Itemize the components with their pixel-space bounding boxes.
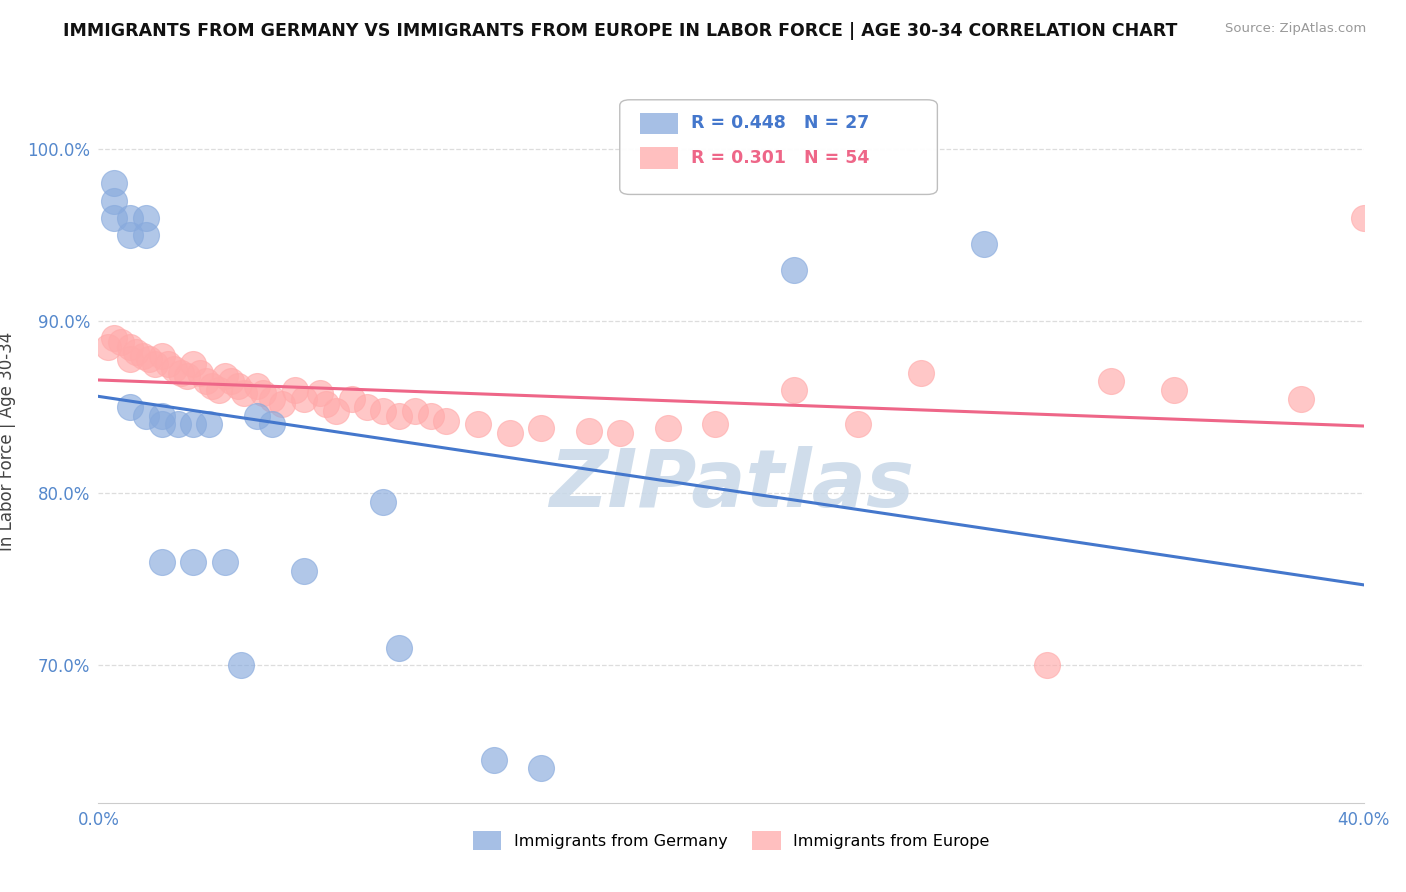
Point <box>371 495 394 509</box>
Point <box>1353 211 1375 225</box>
Point <box>467 417 489 432</box>
Bar <box>640 112 678 135</box>
Y-axis label: In Labor Force | Age 30-34: In Labor Force | Age 30-34 <box>0 332 15 551</box>
Point <box>315 397 337 411</box>
Bar <box>640 147 678 169</box>
Point <box>246 409 269 423</box>
Point <box>704 417 727 432</box>
Point <box>103 211 125 225</box>
Point <box>166 417 188 432</box>
Point <box>1036 658 1059 673</box>
Point <box>150 349 173 363</box>
Point <box>103 194 125 208</box>
Point <box>103 177 125 191</box>
Point <box>578 424 600 438</box>
Point <box>284 383 307 397</box>
FancyBboxPatch shape <box>620 100 938 194</box>
Text: R = 0.448   N = 27: R = 0.448 N = 27 <box>690 114 869 132</box>
Point <box>657 421 679 435</box>
Point <box>1289 392 1312 406</box>
Point <box>150 417 173 432</box>
Text: ZIPatlas: ZIPatlas <box>548 446 914 524</box>
Text: Source: ZipAtlas.com: Source: ZipAtlas.com <box>1226 22 1367 36</box>
Point <box>103 331 125 345</box>
Point <box>214 555 236 569</box>
Point <box>262 392 284 406</box>
Point <box>120 351 141 366</box>
Point <box>1163 383 1185 397</box>
Point <box>371 403 394 417</box>
Point <box>973 236 995 251</box>
Point <box>132 349 155 363</box>
Point <box>219 375 243 389</box>
Point <box>910 366 932 380</box>
Point <box>530 421 553 435</box>
Point <box>292 392 315 406</box>
Point <box>188 366 211 380</box>
Point <box>482 753 505 767</box>
Point <box>846 417 869 432</box>
Point <box>157 357 180 371</box>
Point <box>120 228 141 243</box>
Point <box>340 392 363 406</box>
Point <box>135 409 157 423</box>
Point <box>783 383 806 397</box>
Point <box>169 366 191 380</box>
Point <box>183 357 205 371</box>
Point <box>1099 375 1122 389</box>
Point <box>609 425 631 440</box>
Point <box>419 409 441 423</box>
Point <box>138 351 160 366</box>
Point <box>292 564 315 578</box>
Point <box>194 375 218 389</box>
Point <box>150 555 173 569</box>
Point <box>783 262 806 277</box>
Point <box>530 761 553 775</box>
Point <box>145 357 166 371</box>
Point <box>270 397 294 411</box>
Point <box>125 345 148 359</box>
Point <box>120 340 141 354</box>
Point <box>388 640 411 655</box>
Point <box>262 417 284 432</box>
Point <box>309 386 332 401</box>
Point <box>198 417 221 432</box>
Point <box>404 403 426 417</box>
Point <box>110 334 132 349</box>
Point <box>135 228 157 243</box>
Point <box>150 409 173 423</box>
Point <box>163 362 186 376</box>
Point <box>498 425 520 440</box>
Text: R = 0.301   N = 54: R = 0.301 N = 54 <box>690 149 869 167</box>
Text: IMMIGRANTS FROM GERMANY VS IMMIGRANTS FROM EUROPE IN LABOR FORCE | AGE 30-34 COR: IMMIGRANTS FROM GERMANY VS IMMIGRANTS FR… <box>63 22 1178 40</box>
Point <box>176 369 198 384</box>
Point <box>356 400 378 414</box>
Point <box>183 555 205 569</box>
Point <box>120 211 141 225</box>
Point <box>120 400 141 414</box>
Point <box>436 414 458 428</box>
Point <box>252 386 274 401</box>
Point <box>135 211 157 225</box>
Point <box>183 417 205 432</box>
Point <box>201 379 224 393</box>
Point <box>325 403 347 417</box>
Point <box>214 369 236 384</box>
Point <box>226 379 249 393</box>
Point <box>97 340 120 354</box>
Point <box>388 409 411 423</box>
Point <box>229 658 252 673</box>
Point <box>233 386 256 401</box>
Point <box>208 383 231 397</box>
Point <box>246 379 269 393</box>
Legend: Immigrants from Germany, Immigrants from Europe: Immigrants from Germany, Immigrants from… <box>467 825 995 856</box>
